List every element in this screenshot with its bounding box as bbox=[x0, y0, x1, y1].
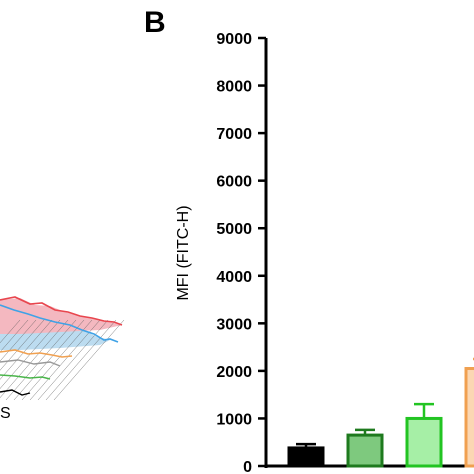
y-axis-label: MFI (FITC-H) bbox=[175, 205, 192, 300]
y-tick-label: 0 bbox=[243, 459, 252, 474]
perspective-grid-line bbox=[13, 319, 85, 401]
blue-histogram-line bbox=[0, 304, 119, 343]
perspective-grid-line bbox=[37, 319, 109, 401]
y-axis: 0 1000 2000 3000 4000 5000 6000 7000 8000 9000 bbox=[216, 31, 474, 474]
perspective-grid-line bbox=[0, 319, 21, 344]
red-histogram-fill bbox=[0, 298, 122, 334]
green-histogram-line bbox=[0, 374, 51, 380]
bar-3 bbox=[405, 416, 443, 468]
bar-1 bbox=[287, 446, 325, 468]
perspective-grid-line bbox=[0, 319, 37, 362]
perspective-grid-line bbox=[0, 319, 69, 399]
red-histogram-line bbox=[0, 296, 123, 326]
gray-histogram-line bbox=[0, 359, 61, 367]
perspective-grid-line bbox=[45, 319, 117, 401]
perspective-grid-line bbox=[21, 319, 93, 401]
y-tick-label: 8000 bbox=[216, 79, 252, 96]
perspective-grid-line bbox=[0, 319, 45, 371]
y-tick-label: 2000 bbox=[216, 364, 252, 381]
perspective-grid bbox=[0, 319, 125, 401]
y-tick-label: 7000 bbox=[216, 126, 252, 143]
perspective-grid-line bbox=[0, 319, 61, 389]
perspective-grid-line bbox=[29, 319, 101, 401]
left-panel-axis-label-fragment: S bbox=[0, 405, 11, 422]
left-panel-histograms: S bbox=[0, 296, 125, 422]
y-tick-label: 5000 bbox=[216, 221, 252, 238]
bar-4 bbox=[464, 367, 474, 468]
y-tick-label: 1000 bbox=[216, 411, 252, 428]
black-histogram-line bbox=[0, 389, 31, 396]
y-tick-label: 6000 bbox=[216, 174, 252, 191]
bars bbox=[287, 357, 474, 468]
perspective-grid-line bbox=[5, 319, 77, 401]
perspective-grid-line bbox=[0, 319, 29, 353]
y-tick-label: 4000 bbox=[216, 269, 252, 286]
panel-letter: B bbox=[144, 6, 166, 39]
bar-2 bbox=[346, 433, 384, 468]
y-tick-label: 9000 bbox=[216, 31, 252, 48]
perspective-grid-line bbox=[53, 319, 125, 401]
y-tick-label: 3000 bbox=[216, 316, 252, 333]
orange-histogram-line bbox=[0, 349, 73, 358]
